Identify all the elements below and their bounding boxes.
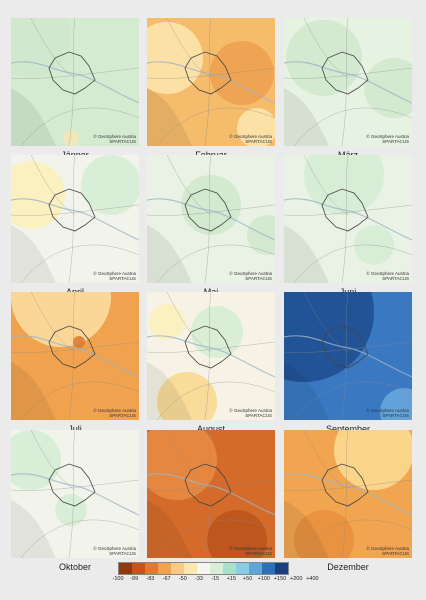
map-credit: © GeoSphere Austria SPARTACUS [229,271,272,281]
credit-line-1: © GeoSphere Austria [93,546,136,551]
map-credit: © GeoSphere Austria SPARTACUS [93,408,136,418]
anomaly-map [284,18,412,146]
credit-line-2: SPARTACUS [382,551,409,556]
map-credit: © GeoSphere Austria SPARTACUS [93,271,136,281]
anomaly-map [147,430,275,558]
legend-swatch [197,563,210,574]
month-map-panel: © GeoSphere Austria SPARTACUS [11,155,139,283]
map-credit: © GeoSphere Austria SPARTACUS [366,271,409,281]
credit-line-1: © GeoSphere Austria [229,271,272,276]
legend-tick: +15 [226,576,237,582]
credit-line-2: SPARTACUS [245,413,272,418]
anomaly-map [11,430,139,558]
month-map-panel: © GeoSphere Austria SPARTACUS [147,292,275,420]
month-label: Juli [68,424,82,434]
anomaly-map [11,18,139,146]
legend-tick: -67 [162,576,171,582]
credit-line-1: © GeoSphere Austria [229,408,272,413]
anomaly-map [147,155,275,283]
legend-swatch [223,563,236,574]
credit-line-2: SPARTACUS [109,139,136,144]
month-map-panel: © GeoSphere Austria SPARTACUS [11,430,139,558]
month-map-panel: © GeoSphere Austria SPARTACUS [284,430,412,558]
credit-line-1: © GeoSphere Austria [93,271,136,276]
legend-tick: +100 [257,576,270,582]
month-label: September [325,424,371,434]
credit-line-2: SPARTACUS [109,551,136,556]
month-label: August [196,424,226,434]
credit-line-1: © GeoSphere Austria [93,408,136,413]
month-map-panel: © GeoSphere Austria SPARTACUS [147,18,275,146]
month-map-panel: © GeoSphere Austria SPARTACUS [284,292,412,420]
legend-tick: +150 [273,576,287,582]
map-credit: © GeoSphere Austria SPARTACUS [229,408,272,418]
map-credit: © GeoSphere Austria SPARTACUS [366,408,409,418]
legend-tick: -15 [211,576,220,582]
legend-swatch [119,563,132,574]
legend-swatch [132,563,145,574]
anomaly-map [147,18,275,146]
legend-tick: -83 [146,576,155,582]
map-credit: © GeoSphere Austria SPARTACUS [366,546,409,556]
anomaly-map [147,292,275,420]
month-label: Oktober [58,562,91,572]
credit-line-2: SPARTACUS [245,551,272,556]
map-credit: © GeoSphere Austria SPARTACUS [229,546,272,556]
credit-line-2: SPARTACUS [109,276,136,281]
credit-line-1: © GeoSphere Austria [229,546,272,551]
map-credit: © GeoSphere Austria SPARTACUS [229,134,272,144]
credit-line-1: © GeoSphere Austria [229,134,272,139]
legend-swatch [262,563,275,574]
legend-tick: -100 [112,576,124,582]
legend-tick: +400 [306,576,319,582]
month-map-panel: © GeoSphere Austria SPARTACUS [284,18,412,146]
month-map-panel: © GeoSphere Austria SPARTACUS [147,430,275,558]
credit-line-2: SPARTACUS [245,139,272,144]
credit-line-1: © GeoSphere Austria [366,134,409,139]
month-map-panel: © GeoSphere Austria SPARTACUS [147,155,275,283]
credit-line-1: © GeoSphere Austria [366,546,409,551]
legend-swatch [236,563,249,574]
legend-swatch [184,563,197,574]
legend-tick: -50 [178,576,187,582]
legend-tick: -33 [195,576,203,582]
legend-swatch [210,563,223,574]
month-label: Dezember [327,562,369,572]
credit-line-2: SPARTACUS [109,413,136,418]
credit-line-1: © GeoSphere Austria [366,271,409,276]
map-credit: © GeoSphere Austria SPARTACUS [93,134,136,144]
anomaly-map [11,292,139,420]
map-credit: © GeoSphere Austria SPARTACUS [366,134,409,144]
credit-line-2: SPARTACUS [245,276,272,281]
anomaly-map [284,292,412,420]
legend-swatch [171,563,184,574]
credit-line-2: SPARTACUS [382,413,409,418]
credit-line-1: © GeoSphere Austria [366,408,409,413]
legend-tick: -99 [130,576,139,582]
legend-tick: +50 [242,576,253,582]
legend-swatch [158,563,171,574]
legend-swatch [249,563,262,574]
credit-line-1: © GeoSphere Austria [93,134,136,139]
legend-swatch [275,563,288,574]
month-map-panel: © GeoSphere Austria SPARTACUS [11,18,139,146]
anomaly-map [284,430,412,558]
legend-tick-labels: -100 -99 -83 -67 -50 -33 -15 +15 +50 +100 +150 +200… [112,576,322,586]
map-credit: © GeoSphere Austria SPARTACUS [93,546,136,556]
anomaly-map [11,155,139,283]
legend-swatch [145,563,158,574]
color-legend [118,562,289,575]
month-map-panel: © GeoSphere Austria SPARTACUS [284,155,412,283]
credit-line-2: SPARTACUS [382,276,409,281]
legend-tick: +200 [289,576,303,582]
anomaly-map [284,155,412,283]
credit-line-2: SPARTACUS [382,139,409,144]
month-map-panel: © GeoSphere Austria SPARTACUS [11,292,139,420]
